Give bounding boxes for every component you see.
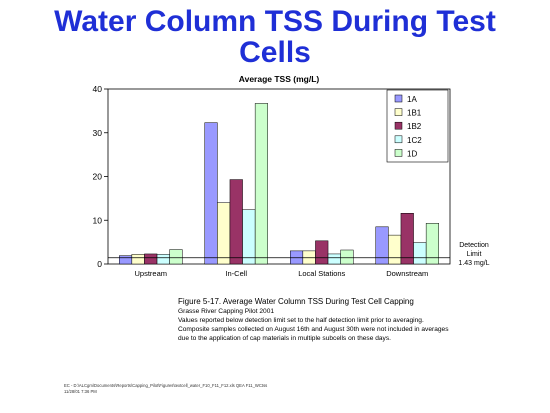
figure-note-3: due to the application of cap materials … xyxy=(178,335,391,342)
legend-label: 1C2 xyxy=(407,136,422,145)
bar xyxy=(156,254,170,265)
legend-label: 1D xyxy=(407,149,417,158)
bar xyxy=(327,253,341,265)
legend-label: 1B2 xyxy=(407,122,422,131)
y-tick-label: 40 xyxy=(93,84,103,94)
detection-limit-label: 1.43 mg/L xyxy=(458,260,489,267)
bar xyxy=(340,249,354,265)
bar xyxy=(204,122,218,265)
legend-label: 1B1 xyxy=(407,109,422,118)
detection-limit-label: Detection xyxy=(459,242,489,249)
y-tick-label: 0 xyxy=(97,259,102,269)
file-path-footer: EC - D:\ALCgm\Documents\Reports\Capping_… xyxy=(64,383,484,394)
figure-caption: Figure 5-17. Average Water Column TSS Du… xyxy=(178,296,508,343)
figure-caption-subtitle: Grasse River Capping Pilot 2001 xyxy=(178,308,275,315)
bar xyxy=(425,223,439,265)
x-tick-label: Local Stations xyxy=(298,269,345,278)
detection-limit-label: Limit xyxy=(467,251,482,258)
x-tick-label: Upstream xyxy=(134,269,167,278)
bar xyxy=(229,179,243,265)
legend-swatch xyxy=(394,108,403,116)
legend-swatch xyxy=(394,149,403,157)
bar xyxy=(315,240,329,265)
y-tick-label: 20 xyxy=(93,172,103,182)
x-tick-label: Downstream xyxy=(386,269,428,278)
bar xyxy=(254,103,268,265)
bar xyxy=(242,209,256,265)
slide-title-line-2: Cells xyxy=(239,36,311,69)
figure-caption-title: Figure 5-17. Average Water Column TSS Du… xyxy=(178,297,414,306)
bar xyxy=(217,202,231,265)
chart-title: Average TSS (mg/L) xyxy=(239,74,320,84)
legend-swatch xyxy=(394,135,403,144)
legend-swatch xyxy=(394,121,403,130)
footer-date: 11/28/01 7:36 PM xyxy=(64,388,97,394)
footer-path: EC - D:\ALCgm\Documents\Reports\Capping_… xyxy=(64,383,268,388)
figure-note-2: Composite samples collected on August 16… xyxy=(178,326,449,333)
y-tick-label: 10 xyxy=(93,215,103,225)
bar xyxy=(388,234,402,265)
bar xyxy=(375,226,389,265)
figure-note-1: Values reported below detection limit se… xyxy=(178,317,424,324)
legend-swatch xyxy=(394,94,403,103)
tss-bar-chart: Average TSS (mg/L) 0 10 20 30 40 Upstream In-Ce… xyxy=(93,74,490,278)
bar xyxy=(119,255,133,265)
bar xyxy=(144,253,158,265)
slide-title-line-1: Water Column TSS During Test xyxy=(54,5,496,38)
legend-label: 1A xyxy=(407,95,417,104)
bar xyxy=(169,249,183,265)
bar xyxy=(400,213,414,265)
y-tick-label: 30 xyxy=(93,128,103,138)
bar xyxy=(413,242,427,265)
bar xyxy=(131,254,145,265)
x-tick-label: In-Cell xyxy=(225,269,247,278)
slide-title: Water Column TSS During Test Cells xyxy=(0,6,550,68)
